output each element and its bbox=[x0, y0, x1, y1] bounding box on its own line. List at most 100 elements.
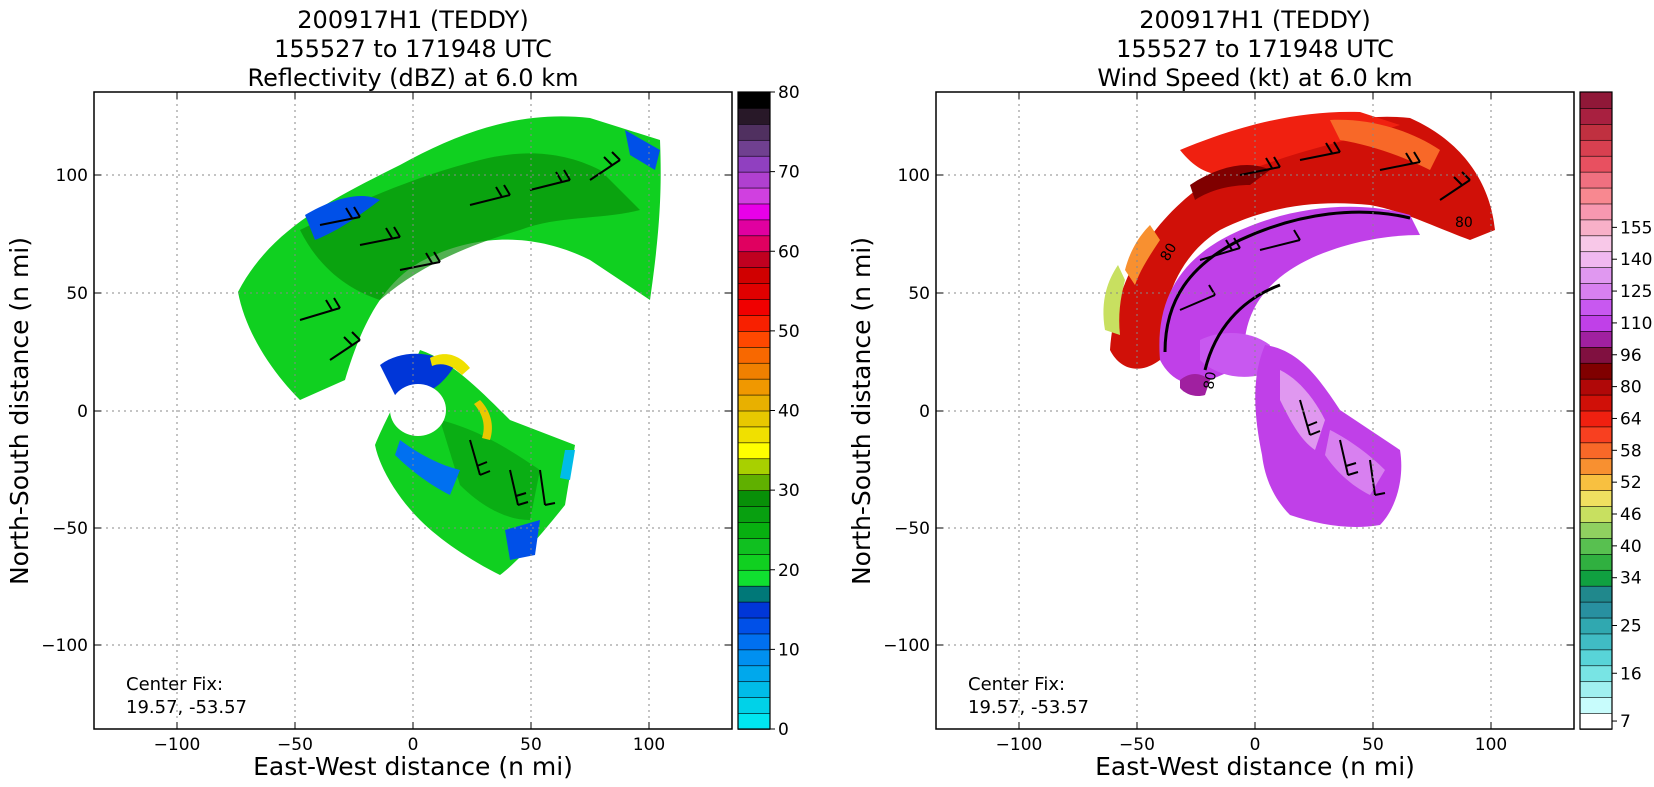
colorbar-segment bbox=[1579, 139, 1613, 157]
colorbar-tick-label: 40 bbox=[778, 402, 800, 422]
colorbar-segment bbox=[737, 696, 771, 714]
colorbar-segment bbox=[1579, 712, 1613, 730]
colorbar-segment bbox=[1579, 410, 1613, 428]
colorbar-wind-speed: 7 16 25 34 40 46 52 58 64 80 96 110 125 140 155 bbox=[1579, 91, 1652, 732]
colorbar-segment bbox=[737, 505, 771, 523]
colorbar-segment bbox=[737, 378, 771, 396]
colorbar-segment bbox=[1579, 601, 1613, 619]
grid-left bbox=[94, 92, 732, 729]
colorbar-segment bbox=[1579, 569, 1613, 587]
colorbar-segment bbox=[737, 298, 771, 316]
y-tick-label: 0 bbox=[919, 402, 930, 422]
colorbar-tick-label: 46 bbox=[1620, 505, 1642, 525]
colorbar-segment bbox=[737, 314, 771, 332]
colorbar-segment bbox=[1579, 171, 1613, 189]
colorbar-segment bbox=[737, 187, 771, 205]
center-fix-value: 19.57, -53.57 bbox=[968, 697, 1089, 718]
colorbar-tick-label: 58 bbox=[1620, 441, 1642, 461]
contour-label: 80 bbox=[1158, 241, 1181, 264]
y-tick-label: 0 bbox=[77, 402, 88, 422]
chart-title-line-2: 155527 to 171948 UTC bbox=[1116, 35, 1394, 63]
colorbar-segment bbox=[1579, 378, 1613, 396]
ticks-left bbox=[94, 92, 732, 729]
colorbar-segment bbox=[737, 712, 771, 730]
colorbar-tick-label: 60 bbox=[778, 242, 800, 262]
x-tick-label: −100 bbox=[154, 735, 201, 755]
colorbar-segment bbox=[1579, 473, 1613, 491]
x-tick-labels-left: −100 −50 0 50 100 bbox=[154, 735, 666, 755]
colorbar-segment bbox=[1579, 442, 1613, 460]
colorbar-segment bbox=[1579, 91, 1613, 109]
y-tick-label: −50 bbox=[894, 519, 930, 539]
x-tick-label: 50 bbox=[520, 735, 542, 755]
colorbar-segment bbox=[1579, 553, 1613, 571]
x-tick-label: −50 bbox=[277, 735, 313, 755]
y-tick-label: 50 bbox=[66, 284, 88, 304]
colorbar-tick-label: 80 bbox=[778, 83, 800, 103]
colorbar-segment bbox=[1579, 282, 1613, 300]
colorbar-tick-label: 140 bbox=[1620, 250, 1652, 270]
colorbar-segment bbox=[1579, 633, 1613, 651]
colorbar-frame bbox=[1579, 91, 1613, 730]
colorbar-segment bbox=[737, 91, 771, 109]
colorbar-segment bbox=[1579, 314, 1613, 332]
y-tick-label: 50 bbox=[908, 284, 930, 304]
colorbar-segment bbox=[737, 171, 771, 189]
colorbar-segment bbox=[737, 394, 771, 412]
colorbar-tick-label: 96 bbox=[1620, 346, 1642, 366]
colorbar-segment bbox=[737, 489, 771, 507]
colorbar-segment bbox=[1579, 521, 1613, 539]
colorbar-segment bbox=[737, 664, 771, 683]
colorbar-tick-label: 80 bbox=[1620, 378, 1642, 398]
colorbar-tick-label: 52 bbox=[1620, 473, 1642, 493]
y-tick-label: −50 bbox=[52, 519, 88, 539]
colorbar-segment bbox=[1579, 266, 1613, 284]
colorbar-segment bbox=[737, 521, 771, 539]
colorbar-segment bbox=[1579, 203, 1613, 221]
colorbar-tick-label: 10 bbox=[778, 640, 800, 660]
colorbar-tick-label: 0 bbox=[778, 720, 789, 740]
chart-title-line-1: 200917H1 (TEDDY) bbox=[297, 6, 528, 34]
colorbar-segment bbox=[737, 139, 771, 157]
y-axis-label: North-South distance (n mi) bbox=[847, 237, 876, 585]
colorbar-segment bbox=[1579, 537, 1613, 555]
x-tick-label: 100 bbox=[1475, 735, 1507, 755]
reflectivity-panel: 200917H1 (TEDDY) 155527 to 171948 UTC Re… bbox=[5, 6, 800, 781]
colorbar-tick-label: 110 bbox=[1620, 314, 1652, 334]
center-fix-label: Center Fix: bbox=[968, 674, 1065, 695]
y-tick-labels-left: 100 50 0 −50 −100 bbox=[41, 166, 88, 656]
colorbar-tick-label: 34 bbox=[1620, 569, 1642, 589]
colorbar-segment bbox=[1579, 330, 1613, 348]
colorbar-segment bbox=[1579, 680, 1613, 698]
y-axis-label: North-South distance (n mi) bbox=[5, 237, 34, 585]
colorbar-segment bbox=[1579, 505, 1613, 523]
colorbar-segment bbox=[737, 553, 771, 571]
colorbar-tick-label: 70 bbox=[778, 163, 800, 183]
colorbar-segment bbox=[737, 442, 771, 460]
colorbar-segment bbox=[737, 410, 771, 428]
colorbar-segment bbox=[1579, 664, 1613, 683]
wind-speed-panel: 200917H1 (TEDDY) 155527 to 171948 UTC Wi… bbox=[847, 6, 1652, 781]
colorbar-segment bbox=[737, 601, 771, 619]
colorbar-segment bbox=[1579, 155, 1613, 173]
colorbar-segment bbox=[737, 219, 771, 237]
colorbar-segment bbox=[1579, 107, 1613, 125]
colorbar-segment bbox=[1579, 489, 1613, 507]
colorbar-segment bbox=[737, 203, 771, 221]
colorbar-tick-label: 30 bbox=[778, 481, 800, 501]
wind-speed-field bbox=[1103, 111, 1495, 527]
y-tick-labels-right: 100 50 0 −50 −100 bbox=[883, 166, 930, 656]
colorbar-tick-label: 155 bbox=[1620, 218, 1652, 238]
center-fix-value: 19.57, -53.57 bbox=[126, 697, 247, 718]
colorbar-segment bbox=[737, 266, 771, 284]
reflectivity-field bbox=[238, 116, 661, 575]
colorbar-segment bbox=[1579, 426, 1613, 444]
colorbar-segment bbox=[1579, 346, 1613, 364]
colorbar-segment bbox=[737, 473, 771, 491]
colorbar-segment bbox=[737, 282, 771, 300]
y-tick-label: −100 bbox=[883, 636, 930, 656]
colorbar-tick-label: 25 bbox=[1620, 616, 1642, 636]
colorbar-segment bbox=[1579, 298, 1613, 316]
contour-label: 80 bbox=[1455, 215, 1473, 231]
